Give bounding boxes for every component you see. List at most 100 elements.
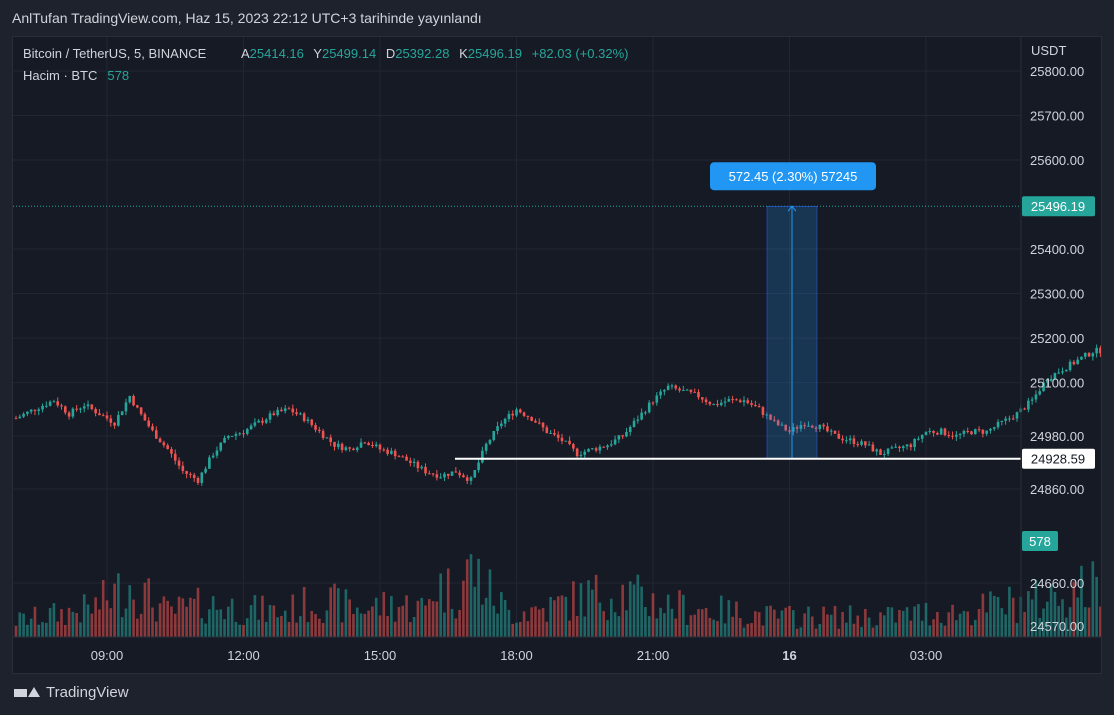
volume-bar: [170, 606, 173, 637]
candle-body: [685, 389, 689, 391]
volume-bar: [534, 606, 537, 637]
volume-bar: [336, 588, 340, 637]
volume-bar: [454, 618, 458, 637]
candle-body: [105, 415, 109, 419]
volume-bar: [318, 618, 321, 637]
volume-bar: [215, 609, 219, 637]
legend-volume: Hacim · BTC 578: [23, 68, 129, 83]
volume-bar: [280, 615, 283, 637]
candle-body: [905, 444, 909, 447]
candle-body: [901, 446, 905, 449]
volume-bar: [947, 612, 951, 637]
candle-body: [845, 440, 848, 442]
time-tick-label: 12:00: [227, 648, 260, 663]
candle-body: [101, 415, 105, 417]
volume-bar: [712, 619, 715, 637]
chart-panel[interactable]: 572.45 (2.30%) 57245 Bitcoin / TetherUS,…: [12, 36, 1102, 674]
volume-bar: [458, 609, 461, 637]
volume-bar: [333, 583, 336, 637]
volume-bar: [151, 607, 154, 637]
volume-bar: [537, 609, 541, 637]
candle-body: [321, 431, 325, 438]
volume-bar: [807, 606, 810, 637]
volume-bar: [689, 615, 693, 637]
volume-bar: [223, 619, 226, 637]
candle-body: [344, 447, 348, 451]
candle-body: [1057, 372, 1061, 374]
candle-body: [867, 444, 871, 446]
volume-bar: [37, 624, 41, 637]
candle-body: [196, 477, 200, 483]
candle-body: [56, 401, 60, 406]
candle-body: [329, 437, 333, 442]
candle-body: [245, 429, 249, 434]
candle-body: [553, 432, 556, 435]
candle-body: [795, 427, 799, 429]
volume-tag: 578: [1022, 531, 1058, 551]
candle-body: [708, 402, 712, 405]
candle-body: [401, 456, 405, 458]
candle-body: [143, 414, 147, 421]
tradingview-brand-text: TradingView: [46, 684, 129, 701]
candle-body: [587, 448, 590, 452]
price-axis-currency: USDT: [1031, 43, 1066, 58]
candle-body: [924, 431, 928, 435]
volume-bar: [257, 619, 260, 637]
candle-body: [424, 466, 427, 474]
volume-bar: [928, 625, 932, 637]
candlestick-chart[interactable]: 572.45 (2.30%) 57245 Bitcoin / TetherUS,…: [13, 37, 1101, 673]
candle-body: [833, 430, 837, 434]
volume-bar: [261, 595, 264, 637]
candle-body: [22, 413, 25, 417]
volume-bar: [784, 607, 788, 637]
candle-body: [1080, 356, 1083, 360]
candle-body: [803, 425, 806, 427]
candle-body: [310, 419, 314, 426]
volume-bar: [200, 618, 204, 637]
candle-body: [295, 412, 298, 415]
volume-bar: [264, 621, 268, 637]
candle-body: [382, 449, 386, 451]
volume-bar: [329, 587, 333, 637]
candle-body: [609, 444, 613, 446]
volume-bar: [1057, 605, 1061, 637]
candle-body: [575, 448, 579, 457]
volume-bar: [742, 627, 746, 637]
candle-body: [90, 404, 94, 409]
volume-bar: [644, 607, 647, 637]
volume-bar: [606, 620, 609, 637]
candle-body: [462, 475, 465, 478]
volume-bar: [204, 623, 207, 637]
volume-bar: [136, 618, 139, 637]
volume-bar: [340, 622, 344, 637]
volume-bar: [765, 606, 769, 637]
volume-bar: [879, 612, 882, 637]
price-tick-label: 25400.00: [1030, 242, 1084, 257]
volume-bar: [435, 601, 439, 637]
volume-bar: [109, 608, 113, 637]
volume-bar: [306, 622, 310, 637]
candle-body: [287, 408, 291, 410]
candle-body: [14, 418, 18, 420]
volume-bar: [344, 589, 348, 637]
candle-body: [283, 408, 287, 412]
last-price-tag-text: 25496.19: [1031, 199, 1085, 214]
volume-bar: [591, 589, 594, 637]
candle-body: [898, 446, 901, 449]
tradingview-brand[interactable]: TradingView: [14, 684, 129, 701]
volume-bar: [427, 599, 431, 637]
candle-body: [1011, 418, 1015, 420]
candle-body: [71, 408, 75, 417]
volume-bar: [94, 597, 97, 637]
volume-bar: [932, 619, 935, 637]
time-tick-label: 21:00: [637, 648, 670, 663]
volume-bar: [177, 596, 181, 637]
volume-bar: [139, 613, 143, 637]
volume-bar: [837, 628, 841, 637]
candle-body: [871, 444, 875, 452]
candle-body: [989, 428, 992, 431]
volume-bar: [1053, 591, 1057, 637]
candle-body: [886, 448, 890, 454]
volume-bar: [352, 614, 355, 637]
candle-body: [773, 419, 776, 421]
